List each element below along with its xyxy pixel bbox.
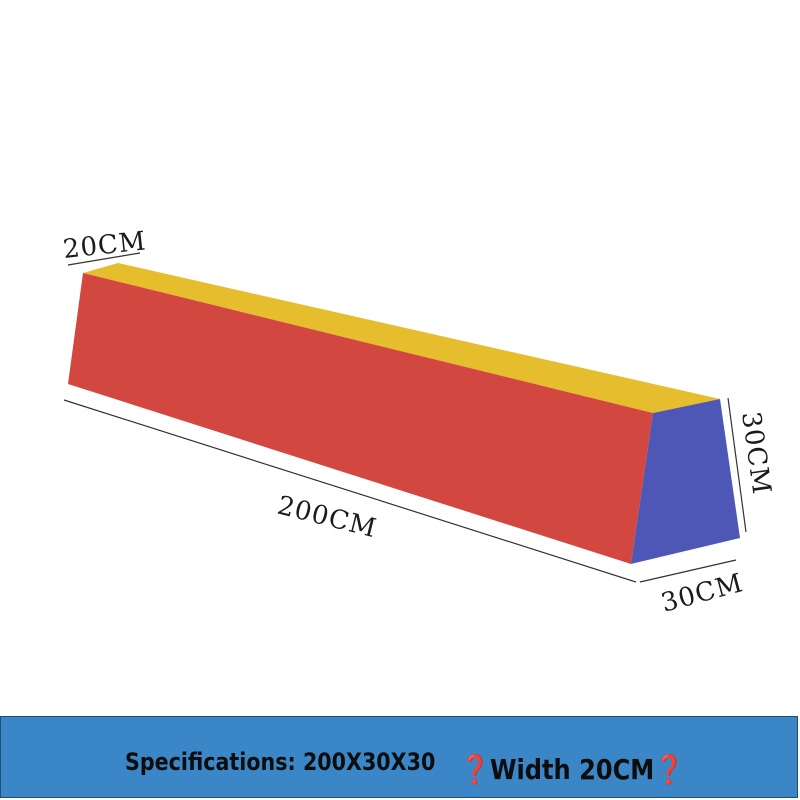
beam-front-face (68, 273, 653, 564)
balance-beam-illustration: 20CM 200CM 30CM 30CM (62, 226, 777, 619)
dimension-label-length: 200CM (274, 491, 379, 545)
dimension-line-base-width (639, 559, 737, 583)
dimension-label-base-width: 30CM (658, 568, 747, 619)
beam-end-face (631, 399, 740, 564)
width-note-text: ❓Width 20CM❓ (460, 753, 685, 786)
specification-banner (0, 716, 798, 798)
dimension-line-height (727, 397, 747, 533)
dimension-label-top-width: 20CM (62, 226, 148, 265)
dimension-line-length (63, 399, 637, 583)
dimension-line-top-width (67, 252, 141, 266)
beam-top-face (83, 263, 720, 413)
specifications-text: Specifications: 200X30X30 (125, 748, 436, 776)
dimension-label-height: 30CM (735, 410, 776, 497)
